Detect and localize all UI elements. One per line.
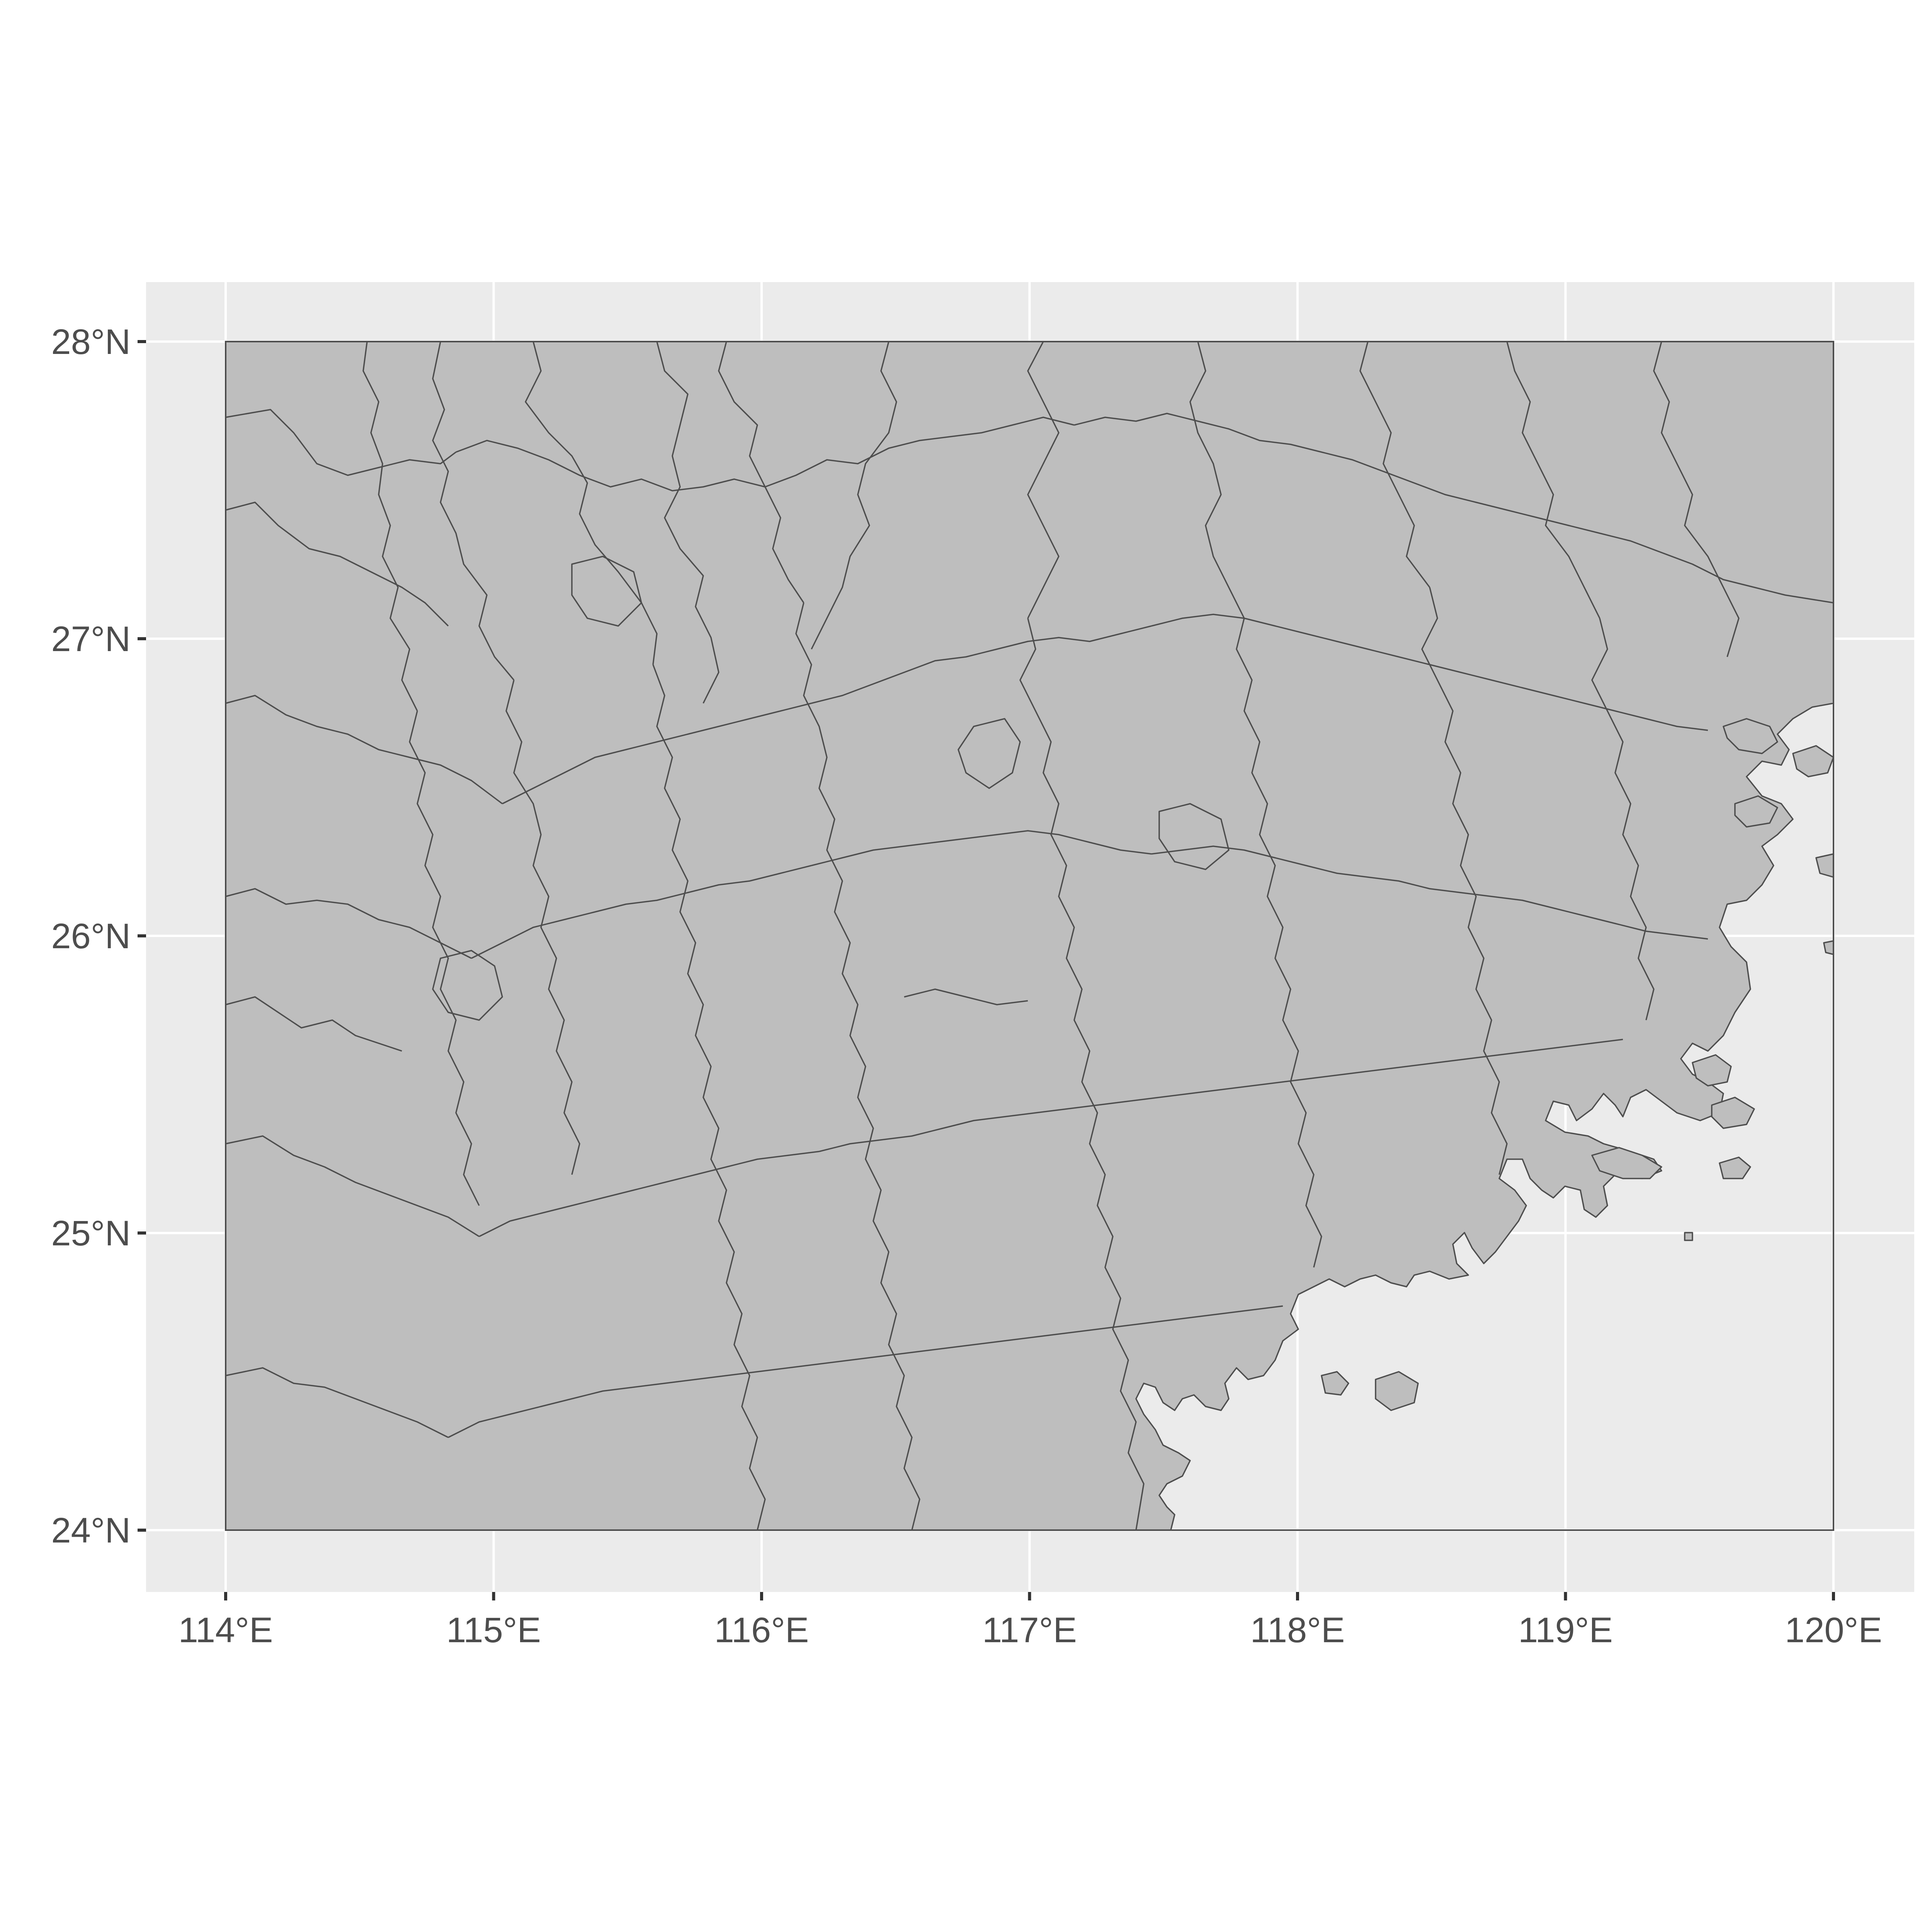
x-axis-tick-label: 115°E: [446, 1611, 541, 1650]
y-axis-tick-label: 28°N: [51, 322, 131, 362]
island: [1792, 745, 1834, 777]
y-axis-tick-label: 26°N: [51, 917, 131, 956]
county-boundaries: [225, 341, 1834, 1531]
y-axis-tick-label: 25°N: [51, 1214, 131, 1253]
island: [1723, 718, 1778, 754]
y-axis-tick-label: 27°N: [51, 619, 131, 659]
island: [1684, 1232, 1693, 1241]
x-axis-tick-label: 120°E: [1785, 1611, 1882, 1650]
x-axis-tick-label: 117°E: [982, 1611, 1077, 1650]
island: [1692, 1054, 1732, 1087]
island: [1321, 1371, 1349, 1396]
island: [1375, 1371, 1419, 1411]
land-regions: [225, 341, 1834, 1531]
island: [1734, 795, 1778, 828]
x-axis-tick-label: 116°E: [714, 1611, 809, 1650]
island: [1719, 1156, 1751, 1179]
y-axis-tick-label: 24°N: [51, 1511, 131, 1550]
axes: 114°E 115°E 116°E 117°E 118°E 119°E 120°E 24°N 2…: [51, 322, 1882, 1650]
x-axis-tick-label: 114°E: [179, 1611, 273, 1650]
extent-frame: [225, 341, 1834, 1531]
island: [1823, 940, 1834, 955]
x-axis-tick-label: 118°E: [1250, 1611, 1345, 1650]
island: [1591, 1147, 1662, 1179]
x-axis-tick-label: 119°E: [1518, 1611, 1613, 1650]
island: [1711, 1097, 1755, 1129]
land-mass: [225, 341, 1834, 1531]
